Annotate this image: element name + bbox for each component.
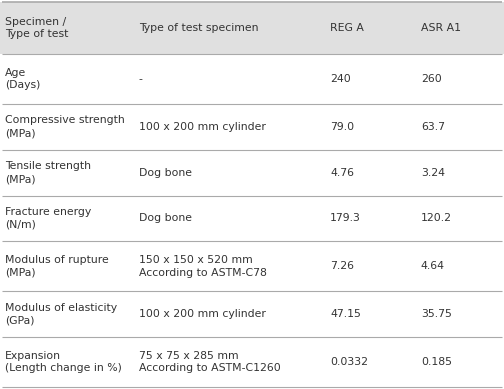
- Text: 120.2: 120.2: [421, 214, 452, 223]
- Text: 35.75: 35.75: [421, 309, 452, 319]
- Bar: [0, 196, 504, 241]
- Bar: [0, 104, 504, 150]
- Text: 150 x 150 x 520 mm
According to ASTM-C78: 150 x 150 x 520 mm According to ASTM-C78: [139, 255, 267, 278]
- Text: 0.185: 0.185: [421, 357, 452, 367]
- Text: 0.0332: 0.0332: [330, 357, 368, 367]
- Text: 4.76: 4.76: [330, 168, 354, 178]
- Text: Dog bone: Dog bone: [139, 168, 192, 178]
- Text: Type of test specimen: Type of test specimen: [139, 23, 258, 33]
- Text: Expansion
(Length change in %): Expansion (Length change in %): [5, 350, 122, 373]
- Text: Dog bone: Dog bone: [139, 214, 192, 223]
- Text: ASR A1: ASR A1: [421, 23, 461, 33]
- Bar: [0, 337, 504, 387]
- Text: Tensile strength
(MPa): Tensile strength (MPa): [5, 161, 91, 184]
- Text: REG A: REG A: [330, 23, 364, 33]
- Text: Modulus of rupture
(MPa): Modulus of rupture (MPa): [5, 255, 109, 278]
- Text: -: -: [139, 74, 143, 84]
- Text: Fracture energy
(N/m): Fracture energy (N/m): [5, 207, 91, 230]
- Bar: [0, 2, 504, 54]
- Bar: [0, 150, 504, 196]
- Text: 4.64: 4.64: [421, 261, 445, 271]
- Text: Age
(Days): Age (Days): [5, 68, 40, 90]
- Bar: [0, 291, 504, 337]
- Text: 260: 260: [421, 74, 442, 84]
- Bar: [0, 54, 504, 104]
- Text: 63.7: 63.7: [421, 122, 445, 132]
- Text: 79.0: 79.0: [330, 122, 354, 132]
- Bar: [0, 241, 504, 291]
- Text: 100 x 200 mm cylinder: 100 x 200 mm cylinder: [139, 309, 266, 319]
- Text: Modulus of elasticity
(GPa): Modulus of elasticity (GPa): [5, 303, 117, 326]
- Text: Specimen /
Type of test: Specimen / Type of test: [5, 17, 69, 39]
- Text: Compressive strength
(MPa): Compressive strength (MPa): [5, 116, 125, 138]
- Text: 179.3: 179.3: [330, 214, 361, 223]
- Text: 100 x 200 mm cylinder: 100 x 200 mm cylinder: [139, 122, 266, 132]
- Text: 47.15: 47.15: [330, 309, 361, 319]
- Text: 240: 240: [330, 74, 351, 84]
- Text: 3.24: 3.24: [421, 168, 445, 178]
- Text: 75 x 75 x 285 mm
According to ASTM-C1260: 75 x 75 x 285 mm According to ASTM-C1260: [139, 350, 280, 373]
- Text: 7.26: 7.26: [330, 261, 354, 271]
